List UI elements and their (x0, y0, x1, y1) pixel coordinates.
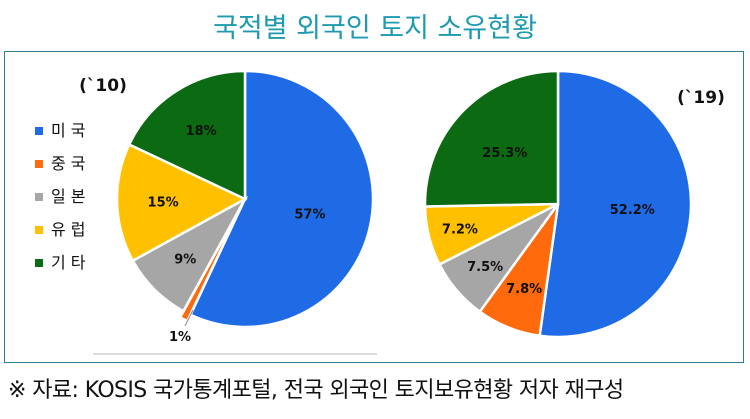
data-label-other: 18% (186, 124, 217, 139)
data-label-europe: 15% (148, 196, 179, 211)
pie-slice-europe (115, 142, 248, 263)
pie-slice-usa (538, 69, 693, 339)
legend-label-other: 기 타 (51, 253, 86, 272)
data-label-usa: 57% (294, 208, 325, 223)
legend-swatch-japan (35, 193, 43, 201)
legend-label-china: 중 국 (51, 154, 86, 173)
data-label-japan: 7.5% (467, 260, 503, 275)
pie-chart-2019: 52.2% 7.8%7.5% 7.2% 25.3% (423, 69, 693, 339)
page-title: 국적별 외국인 토지 소유현황 (213, 13, 537, 44)
legend-label-japan: 일 본 (51, 187, 86, 206)
legend: 미 국중 국일 본유 럽기 타 (35, 121, 86, 272)
pie-title-2010: (`10) (79, 76, 127, 96)
data-label-usa: 52.2% (610, 203, 655, 218)
pie-slice-other (423, 69, 560, 208)
chart-frame: 57% 1% 9% 15% 18% 52.2% 7.8% 7.5% 7.2% 25.3% (`1… (4, 51, 744, 363)
data-label-china: 7.8% (506, 282, 542, 297)
data-label-japan: 9% (174, 253, 196, 268)
data-label-europe: 7.2% (442, 223, 478, 238)
data-label-other: 25.3% (482, 146, 527, 161)
legend-swatch-europe (35, 226, 43, 234)
pie-charts: 57% 1% 9% 15% 18% 52.2% 7.8%7.5% 7.2% 25.3% (`1… (35, 69, 725, 355)
pie-title-2019: (`19) (677, 88, 725, 108)
pie-chart-2010: 57% 1% 9% 15% 18% (115, 69, 375, 345)
label-leader-line (184, 309, 194, 327)
legend-label-europe: 유 럽 (51, 220, 86, 239)
pie-slice-usa (188, 69, 375, 329)
legend-swatch-usa (35, 127, 43, 135)
source-note: ※ 자료: KOSIS 국가통계포털, 전국 외국인 토지보유현황 저자 재구성 (8, 378, 624, 403)
legend-swatch-china (35, 160, 43, 168)
data-label-china: 1% (169, 330, 191, 345)
pie-slice-other (127, 69, 247, 201)
legend-swatch-other (35, 259, 43, 267)
legend-label-usa: 미 국 (51, 121, 86, 140)
